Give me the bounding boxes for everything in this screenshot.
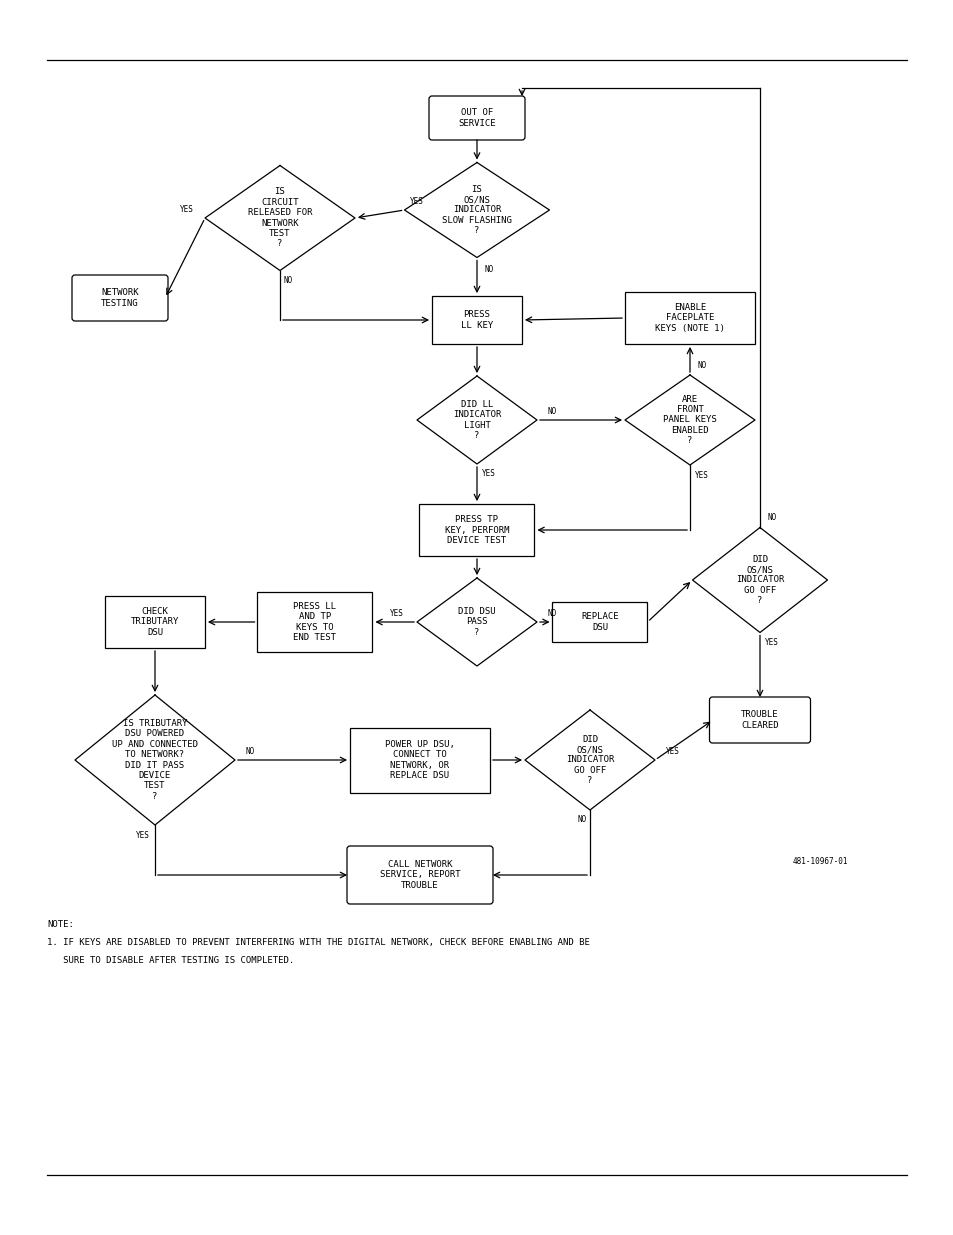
Text: PRESS LL
AND TP
KEYS TO
END TEST: PRESS LL AND TP KEYS TO END TEST [294, 601, 336, 642]
Text: PRESS
LL KEY: PRESS LL KEY [460, 310, 493, 330]
Text: IS TRIBUTARY
DSU POWERED
UP AND CONNECTED
TO NETWORK?
DID IT PASS
DEVICE
TEST
?: IS TRIBUTARY DSU POWERED UP AND CONNECTE… [112, 719, 198, 802]
Polygon shape [75, 695, 234, 825]
Text: NO: NO [547, 408, 556, 416]
Text: DID
OS/NS
INDICATOR
GO OFF
?: DID OS/NS INDICATOR GO OFF ? [735, 555, 783, 605]
Polygon shape [624, 375, 754, 466]
Bar [419, 504, 534, 556]
Bar [350, 727, 490, 793]
Text: NETWORK
TESTING: NETWORK TESTING [101, 288, 139, 308]
Text: ARE
FRONT
PANEL KEYS
ENABLED
?: ARE FRONT PANEL KEYS ENABLED ? [662, 395, 716, 446]
Text: YES: YES [136, 830, 150, 840]
Text: OUT OF
SERVICE: OUT OF SERVICE [457, 109, 496, 127]
Text: YES: YES [481, 469, 496, 478]
Text: NO: NO [766, 513, 776, 522]
Text: 1. IF KEYS ARE DISABLED TO PREVENT INTERFERING WITH THE DIGITAL NETWORK, CHECK B: 1. IF KEYS ARE DISABLED TO PREVENT INTER… [47, 939, 589, 947]
Text: PRESS TP
KEY, PERFORM
DEVICE TEST: PRESS TP KEY, PERFORM DEVICE TEST [444, 515, 509, 545]
FancyBboxPatch shape [429, 96, 524, 140]
Text: YES: YES [409, 198, 423, 206]
Text: NO: NO [484, 266, 493, 274]
Bar [105, 597, 205, 648]
Polygon shape [404, 163, 549, 258]
Polygon shape [416, 578, 537, 666]
Text: NO: NO [283, 275, 293, 285]
FancyBboxPatch shape [347, 846, 493, 904]
Polygon shape [416, 375, 537, 464]
Polygon shape [524, 710, 655, 810]
Text: YES: YES [695, 471, 708, 479]
Text: DID DSU
PASS
?: DID DSU PASS ? [457, 608, 496, 637]
Text: POWER UP DSU,
CONNECT TO
NETWORK, OR
REPLACE DSU: POWER UP DSU, CONNECT TO NETWORK, OR REP… [385, 740, 455, 781]
Text: NO: NO [547, 610, 556, 619]
Text: IS
CIRCUIT
RELEASED FOR
NETWORK
TEST
?: IS CIRCUIT RELEASED FOR NETWORK TEST ? [248, 188, 312, 248]
Text: YES: YES [764, 638, 778, 647]
Text: TROUBLE
CLEARED: TROUBLE CLEARED [740, 710, 778, 730]
Text: NO: NO [577, 815, 586, 825]
Text: CALL NETWORK
SERVICE, REPORT
TROUBLE: CALL NETWORK SERVICE, REPORT TROUBLE [379, 860, 460, 890]
Text: NO: NO [245, 747, 254, 757]
Text: SURE TO DISABLE AFTER TESTING IS COMPLETED.: SURE TO DISABLE AFTER TESTING IS COMPLET… [47, 956, 294, 965]
Text: YES: YES [180, 205, 193, 215]
Text: IS
OS/NS
INDICATOR
SLOW FLASHING
?: IS OS/NS INDICATOR SLOW FLASHING ? [441, 185, 512, 236]
Text: NOTE:: NOTE: [47, 920, 73, 929]
Bar [552, 601, 647, 642]
Text: REPLACE
DSU: REPLACE DSU [580, 613, 618, 631]
Bar [432, 296, 521, 345]
Text: 481-10967-01: 481-10967-01 [791, 857, 847, 867]
Text: CHECK
TRIBUTARY
DSU: CHECK TRIBUTARY DSU [131, 608, 179, 637]
Text: YES: YES [390, 610, 403, 619]
Text: NO: NO [697, 361, 706, 369]
Bar [624, 291, 754, 345]
FancyBboxPatch shape [71, 275, 168, 321]
Bar [257, 592, 372, 652]
Polygon shape [205, 165, 355, 270]
Polygon shape [692, 527, 826, 632]
Text: YES: YES [665, 747, 679, 757]
Text: DID LL
INDICATOR
LIGHT
?: DID LL INDICATOR LIGHT ? [453, 400, 500, 440]
Text: ENABLE
FACEPLATE
KEYS (NOTE 1): ENABLE FACEPLATE KEYS (NOTE 1) [655, 303, 724, 333]
FancyBboxPatch shape [709, 697, 810, 743]
Text: DID
OS/NS
INDICATOR
GO OFF
?: DID OS/NS INDICATOR GO OFF ? [565, 735, 614, 785]
